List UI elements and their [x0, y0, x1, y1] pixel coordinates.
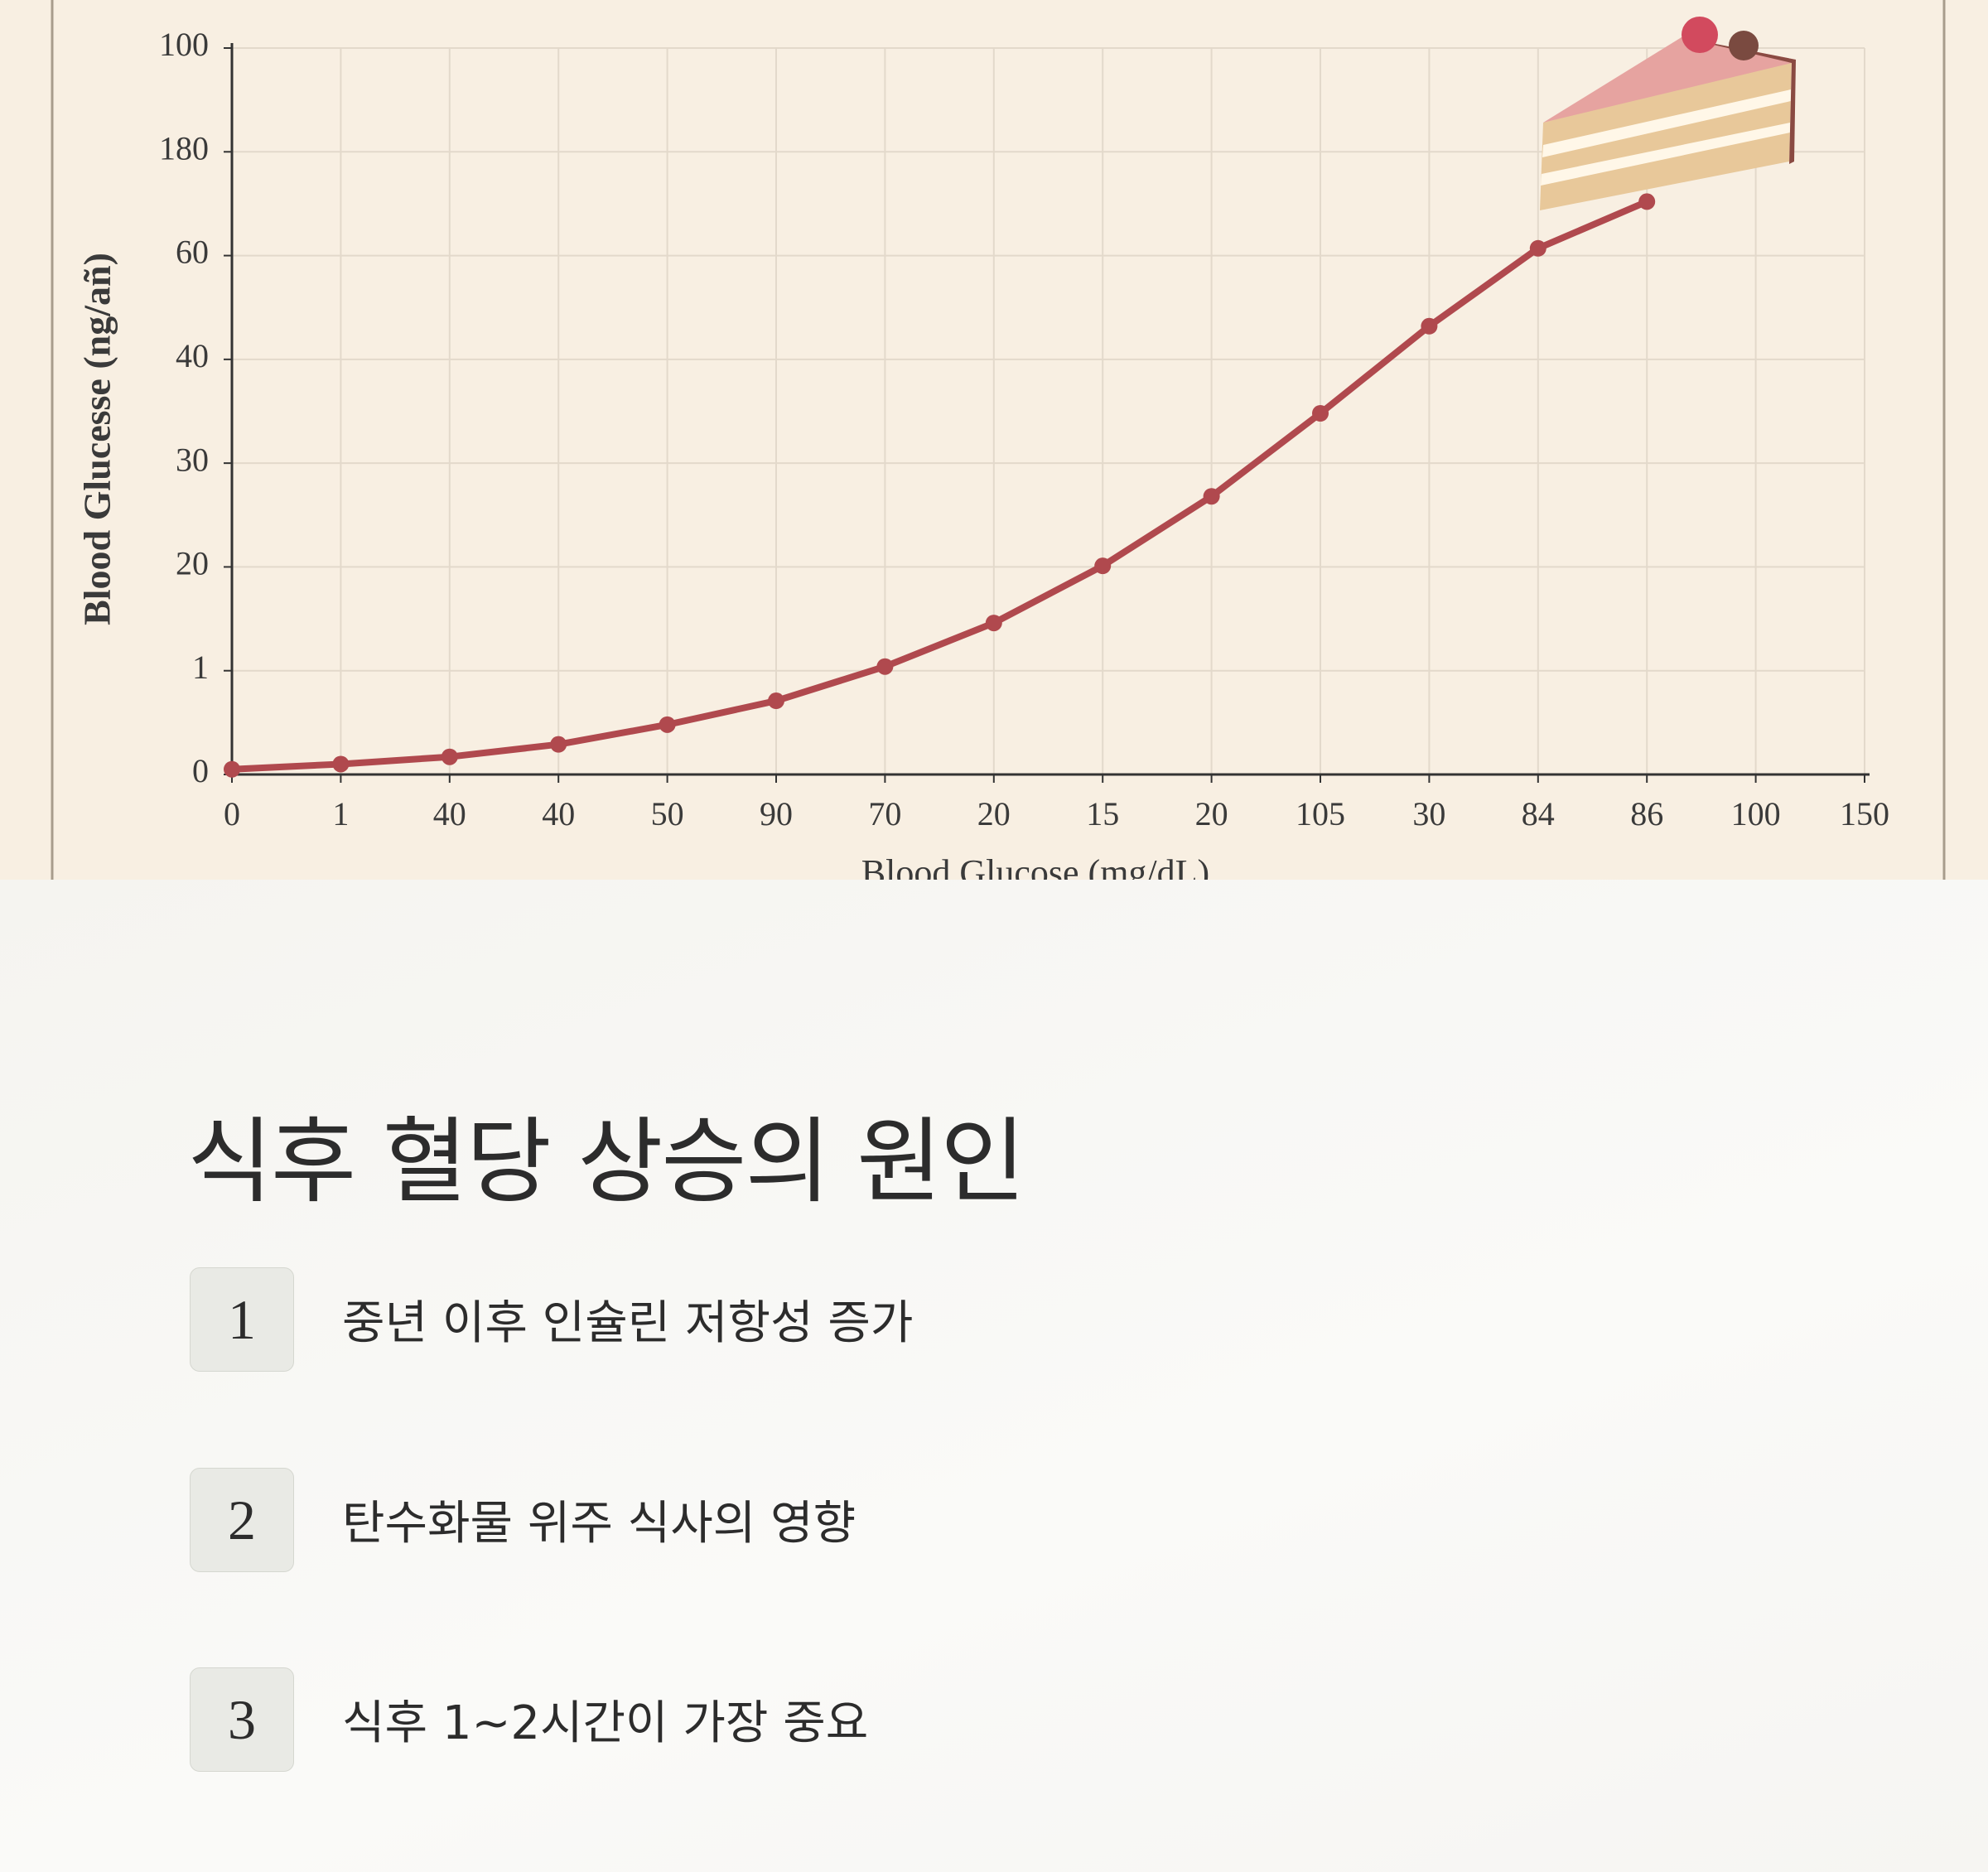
- data-point: [876, 658, 894, 675]
- data-point: [659, 716, 676, 733]
- x-tick-label: 84: [1522, 795, 1555, 832]
- y-tick-label: 60: [176, 234, 209, 271]
- item-number: 3: [190, 1667, 294, 1772]
- data-point: [1529, 239, 1546, 257]
- data-point: [332, 755, 350, 773]
- x-tick-label: 40: [542, 795, 575, 832]
- x-tick-label: 0: [224, 795, 240, 832]
- data-point: [1638, 193, 1656, 210]
- x-tick-label: 86: [1630, 795, 1663, 832]
- y-tick-label: 100: [159, 26, 209, 63]
- y-tick-label: 0: [192, 752, 209, 789]
- data-point: [1421, 317, 1438, 335]
- x-tick-label: 20: [1195, 795, 1228, 832]
- y-axis-title: Blood Glucesse (ng/añ): [76, 253, 118, 625]
- x-tick-label: 30: [1412, 795, 1445, 832]
- data-point: [1203, 488, 1220, 505]
- data-line: [231, 198, 1648, 773]
- y-tick-label: 30: [176, 441, 209, 478]
- data-point: [985, 615, 1002, 632]
- data-point: [550, 736, 567, 753]
- item-number: 2: [190, 1468, 294, 1572]
- data-point: [1094, 557, 1112, 575]
- x-tick-label: 105: [1296, 795, 1345, 832]
- x-tick-label: 15: [1086, 795, 1119, 832]
- x-tick-label: 70: [868, 795, 901, 832]
- x-tick-label: 1: [332, 795, 349, 832]
- item-text: 식후 1~2시간이 가장 중요: [342, 1696, 869, 1750]
- y-tick-label: 20: [176, 545, 209, 582]
- cake-illustration: [1540, 17, 1796, 210]
- item-number: 1: [190, 1267, 294, 1372]
- item-text: 중년 이후 인슐린 저항성 증가: [342, 1295, 914, 1350]
- item-text: 탄수화물 위주 식사의 영향: [342, 1496, 856, 1551]
- x-axis-title: Blood Glucose (mg/dL): [861, 852, 1209, 880]
- y-tick-label: 180: [159, 129, 209, 166]
- data-point: [441, 748, 458, 765]
- data-point: [768, 692, 784, 710]
- x-tick-label: 150: [1840, 795, 1889, 832]
- x-tick-label: 50: [651, 795, 684, 832]
- x-tick-label: 100: [1731, 795, 1781, 832]
- x-tick-label: 40: [433, 795, 466, 832]
- x-tick-label: 90: [760, 795, 793, 832]
- causes-section: 식후 혈당 상승의 원인 1 중년 이후 인슐린 저항성 증가 2 탄수화물 위…: [0, 880, 1988, 1872]
- x-tick-label: 20: [977, 795, 1011, 832]
- y-tick-label: 40: [176, 337, 209, 374]
- section-title: 식후 혈당 상승의 원인: [187, 1108, 1025, 1216]
- data-point: [1312, 405, 1329, 422]
- y-tick-label: 1: [192, 649, 209, 686]
- chart: Blood Glucose (mg/dL) Blood Glucesse (ng…: [0, 0, 1988, 880]
- data-point: [224, 760, 240, 778]
